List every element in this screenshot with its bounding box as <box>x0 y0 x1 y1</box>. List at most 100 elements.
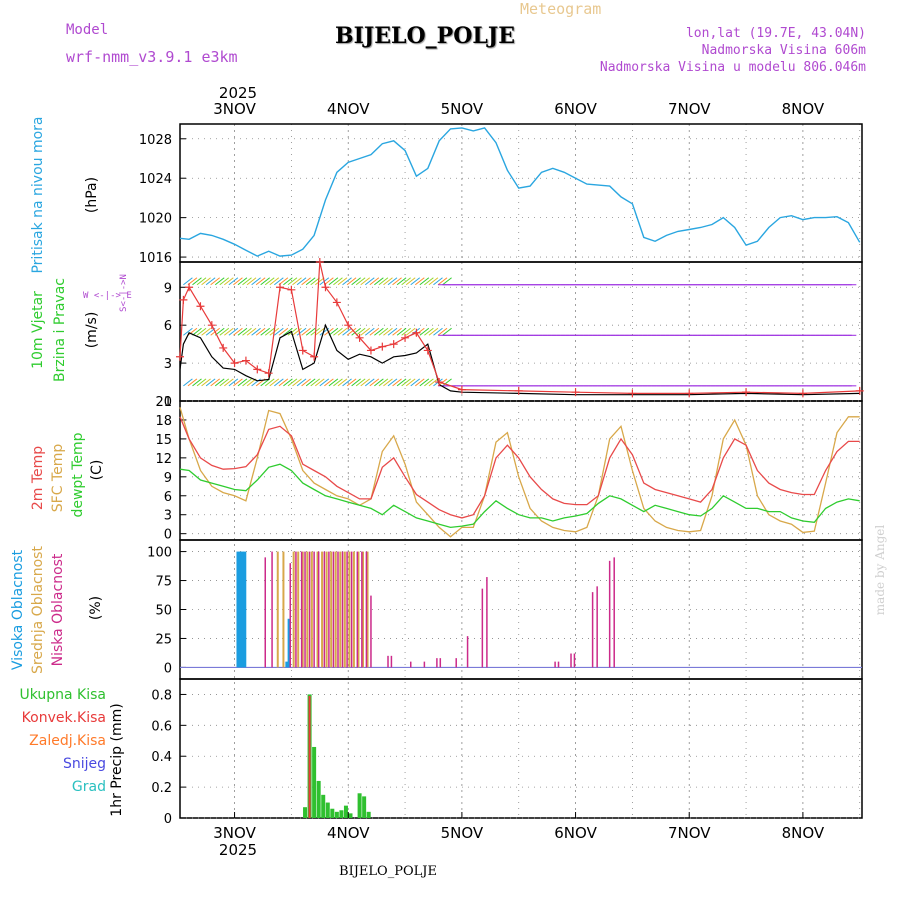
wind-arrow <box>401 327 411 336</box>
top-day-label: 4NOV <box>327 100 370 118</box>
wind-arrow <box>287 327 298 336</box>
wind-gust-marker <box>412 328 421 337</box>
wind-arrow <box>301 327 311 336</box>
wind-arrow <box>301 378 311 387</box>
wind-arrow <box>392 378 402 387</box>
top-year-label: 2025 <box>219 84 257 102</box>
cloud-bar <box>466 636 469 668</box>
bottom-year-label: 2025 <box>219 841 257 859</box>
y-tick-label: 0.8 <box>151 688 172 703</box>
wind-arrow <box>360 378 371 387</box>
sfc-temp-line <box>179 407 860 538</box>
y-tick-label: 1028 <box>139 133 172 148</box>
cloud-bar <box>308 551 311 668</box>
precip-bar <box>334 811 339 818</box>
wind-arrow <box>328 277 339 286</box>
cloud-bar <box>236 551 240 668</box>
wind-gust-marker <box>401 333 410 342</box>
wind-arrow <box>246 277 257 286</box>
precip-bar <box>312 746 317 818</box>
cloud-bar <box>330 551 333 668</box>
wind-arrow <box>351 277 361 286</box>
wind-arrow <box>424 327 434 336</box>
wind-arrow <box>287 378 298 387</box>
wind-arrow <box>401 277 411 286</box>
wind-arrow <box>283 327 293 336</box>
panel-frame <box>179 400 863 541</box>
wind-arrow <box>405 277 416 286</box>
y-tick-label: 0.4 <box>151 750 172 765</box>
wind-arrow <box>337 327 348 336</box>
precip-legend-item: Snijeg <box>63 756 106 772</box>
wind-arrow <box>196 327 207 336</box>
wind-gust-marker <box>176 352 184 361</box>
wind-arrow <box>296 327 307 336</box>
precip-legend: Ukupna Kisa Konvek.Kisa Zaledj.Kisa Snijeg G… <box>19 687 106 795</box>
wind-arrow <box>405 327 416 336</box>
temperature-ticks: 0 3 6 9 12 15 18 21 <box>155 395 862 543</box>
wind-arrow <box>355 277 366 286</box>
precip-legend-item: Grad <box>72 779 106 795</box>
wind-arrow <box>442 378 452 387</box>
wind-gust-marker <box>230 359 239 368</box>
wind-gust-marker <box>514 386 523 395</box>
wind-arrow <box>255 277 266 286</box>
wind-arrow <box>255 327 266 336</box>
model-altitude-text: Nadmorska Visina u modelu 806.046m <box>600 60 866 75</box>
cloud-bar <box>301 551 304 668</box>
cloud-bar <box>356 551 359 668</box>
top-day-label: 3NOV <box>213 100 256 118</box>
wind-arrow <box>437 327 448 336</box>
wind-arrow <box>314 378 325 387</box>
wind-gust-marker <box>185 283 194 292</box>
wind-arrow <box>264 327 275 336</box>
wind-arrow <box>269 378 280 387</box>
precip-legend-item: Zaledj.Kisa <box>29 733 106 749</box>
cloud-bar <box>282 551 285 668</box>
cloud-bar <box>241 551 245 668</box>
cloud-bar <box>557 661 560 668</box>
y-tick-label: 0.2 <box>151 781 172 796</box>
wind-arrow <box>183 327 193 336</box>
cloud-bar <box>289 563 292 668</box>
wind-arrow <box>342 277 352 286</box>
cloud-bar <box>310 551 313 668</box>
cloud-bar <box>317 551 320 668</box>
wind-arrow <box>364 378 375 387</box>
wind-gust-marker <box>276 283 285 292</box>
wind-arrow <box>433 277 443 286</box>
cloud-bar <box>238 551 242 668</box>
wind-arrow <box>319 378 330 387</box>
cloud-bar <box>573 653 576 668</box>
cloud-bar <box>554 661 556 668</box>
cloud-bar <box>306 551 309 668</box>
wind-arrow <box>310 378 321 387</box>
wind-arrow <box>246 327 257 336</box>
wind-arrow <box>274 378 284 387</box>
wind-arrow <box>369 378 380 387</box>
wind-arrow <box>292 378 302 387</box>
wind-arrow <box>314 277 325 286</box>
pressure-axis-label: Pritisak na nivou mora <box>30 116 46 273</box>
y-tick-label: 0 <box>164 661 172 676</box>
precip-bar <box>308 695 311 818</box>
wind-direction-arrows <box>183 277 857 387</box>
wind-arrow <box>351 327 361 336</box>
wind-gust-marker <box>287 285 296 294</box>
cloud-bar <box>436 658 438 668</box>
wind-arrow <box>324 378 334 387</box>
cloud-bar <box>264 557 266 668</box>
wind-gust-marker <box>219 343 228 352</box>
wind-gust-marker <box>366 346 375 355</box>
wind-gust-markers <box>176 258 864 398</box>
wind-gust-marker <box>196 302 205 311</box>
y-tick-label: 0 <box>164 395 172 410</box>
wind-arrow <box>314 327 325 336</box>
wind-gust-marker <box>571 388 580 397</box>
wind-arrow <box>205 277 216 286</box>
wind-arrow <box>242 277 252 286</box>
cloud-bar <box>343 551 346 668</box>
wind-gust-marker <box>321 283 330 292</box>
cloud-bar <box>357 551 360 668</box>
bottom-day-label: 6NOV <box>554 824 597 842</box>
